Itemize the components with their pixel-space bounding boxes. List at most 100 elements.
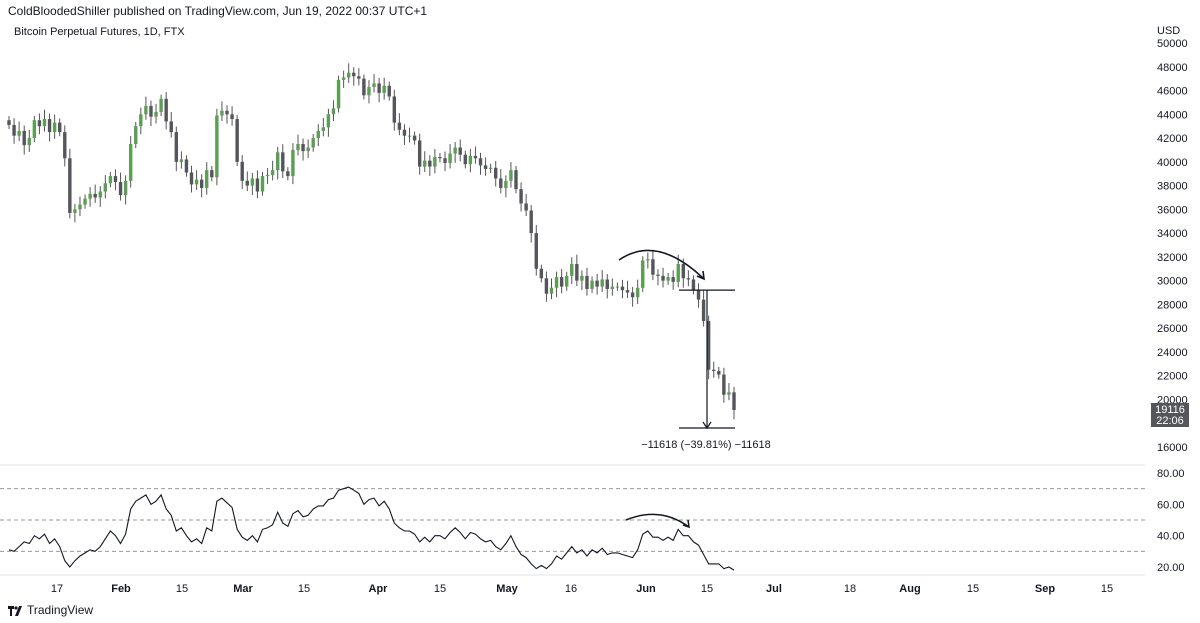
rsi-axis: 80.00 60.00 40.00 20.00 bbox=[1157, 468, 1185, 574]
candle-up bbox=[641, 260, 645, 288]
candle-down bbox=[478, 158, 483, 166]
candle-up bbox=[270, 170, 275, 175]
price-arc-arrowhead bbox=[696, 270, 705, 281]
candle-down bbox=[428, 160, 432, 167]
time-tick-label: 15 bbox=[967, 583, 979, 595]
candle-up bbox=[179, 159, 184, 162]
candle-up bbox=[260, 176, 265, 192]
price-tick-label: 48000 bbox=[1157, 62, 1188, 74]
last-price-value: 19116 bbox=[1155, 404, 1185, 416]
symbol-title: Bitcoin Perpetual Futures, 1D, FTX bbox=[14, 26, 185, 38]
candle-down bbox=[301, 144, 305, 152]
price-tick-label: 40000 bbox=[1157, 157, 1188, 169]
measure-tool[interactable] bbox=[679, 289, 735, 430]
time-tick-label: Sep bbox=[1035, 583, 1055, 595]
candle-up bbox=[590, 280, 594, 289]
candle-down bbox=[575, 264, 579, 281]
candle-up bbox=[646, 259, 650, 261]
candle-down bbox=[559, 277, 564, 287]
candle-down bbox=[169, 121, 173, 133]
candle-up bbox=[504, 180, 508, 188]
candle-up bbox=[265, 174, 270, 177]
candle-down bbox=[681, 264, 686, 279]
time-tick-label: May bbox=[496, 583, 518, 595]
candle-down bbox=[656, 274, 660, 276]
candle-up bbox=[448, 153, 452, 164]
candle-down bbox=[696, 290, 701, 300]
candle-down bbox=[524, 203, 528, 211]
candle-up bbox=[123, 180, 128, 196]
candle-up bbox=[316, 130, 320, 139]
candle-up bbox=[27, 138, 31, 146]
rsi-arc-arrowhead bbox=[682, 519, 690, 529]
candle-up bbox=[276, 152, 280, 171]
candle-up bbox=[134, 126, 138, 144]
price-axis: 50000 48000 46000 44000 42000 40000 38000 36000… bbox=[1157, 38, 1188, 454]
candle-down bbox=[402, 129, 407, 136]
countdown-value: 22:06 bbox=[1156, 415, 1184, 427]
candle-up bbox=[98, 191, 102, 198]
brand-footer: TradingView bbox=[8, 603, 93, 617]
candle-down bbox=[630, 292, 635, 298]
candle-up bbox=[635, 287, 640, 298]
candle-up bbox=[382, 85, 386, 93]
candle-down bbox=[245, 180, 249, 186]
candle-up bbox=[453, 147, 457, 154]
price-tick-label: 26000 bbox=[1157, 323, 1188, 335]
candle-up bbox=[468, 155, 473, 165]
candle-down bbox=[7, 120, 11, 125]
time-tick-label: Mar bbox=[233, 583, 253, 595]
candle-down bbox=[539, 268, 544, 279]
candle-down bbox=[164, 98, 168, 122]
candle-down bbox=[529, 210, 533, 234]
candle-down bbox=[210, 170, 214, 178]
candle-up bbox=[580, 275, 584, 281]
candle-down bbox=[357, 76, 361, 79]
candle-down bbox=[58, 122, 62, 133]
candle-up bbox=[321, 127, 326, 131]
candle-down bbox=[387, 85, 391, 97]
candle-down bbox=[701, 299, 706, 322]
price-tick-label: 30000 bbox=[1157, 276, 1188, 288]
candle-down bbox=[620, 286, 625, 291]
candle-down bbox=[712, 369, 716, 371]
candle-up bbox=[600, 279, 604, 287]
candle-down bbox=[68, 158, 72, 213]
candle-up bbox=[78, 204, 82, 210]
candle-down bbox=[544, 278, 549, 294]
rsi-line bbox=[8, 486, 735, 571]
candle-down bbox=[722, 374, 726, 395]
candle-down bbox=[93, 193, 97, 198]
candle-up bbox=[52, 122, 57, 133]
candle-up bbox=[205, 170, 209, 188]
time-tick-label: 15 bbox=[298, 583, 310, 595]
candle-down bbox=[12, 124, 16, 136]
candle-down bbox=[113, 176, 118, 183]
candle-down bbox=[443, 158, 447, 164]
time-tick-label: 17 bbox=[51, 583, 63, 595]
candle-down bbox=[651, 259, 655, 275]
candle-up bbox=[32, 120, 37, 139]
candle-down bbox=[397, 122, 402, 130]
rsi-series-line bbox=[8, 486, 735, 571]
candle-down bbox=[235, 119, 239, 162]
candle-up bbox=[83, 198, 87, 205]
time-tick-label: Apr bbox=[369, 583, 389, 595]
candle-down bbox=[686, 278, 691, 280]
time-tick-label: 15 bbox=[1101, 583, 1113, 595]
price-tick-label: 50000 bbox=[1157, 38, 1188, 50]
measure-arrowhead bbox=[702, 421, 712, 430]
time-tick-label: 15 bbox=[701, 583, 713, 595]
candle-down bbox=[240, 161, 244, 181]
rsi-arc-arrow bbox=[625, 513, 690, 528]
candle-down bbox=[514, 170, 518, 190]
candle-up bbox=[296, 144, 300, 150]
candle-down bbox=[534, 233, 538, 269]
candle-down bbox=[412, 135, 417, 141]
candle-down bbox=[362, 78, 366, 96]
candle-up bbox=[509, 170, 513, 181]
candle-up bbox=[154, 111, 158, 117]
rsi-tick-label: 60.00 bbox=[1157, 499, 1185, 511]
candle-down bbox=[174, 132, 179, 162]
